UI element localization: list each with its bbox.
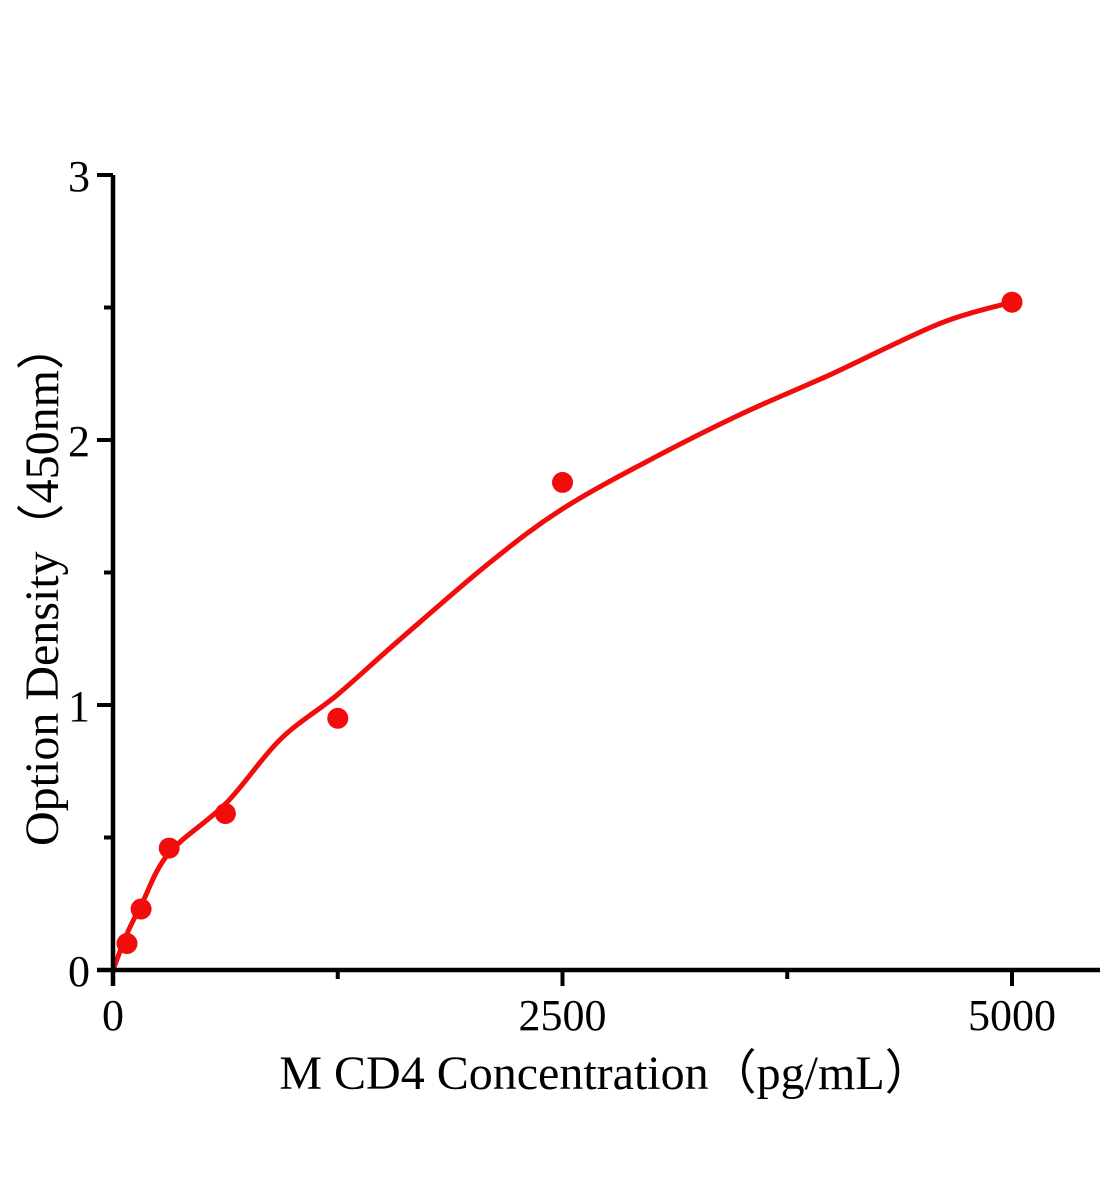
data-point (1001, 291, 1023, 313)
data-point (116, 933, 138, 954)
x-axis-title: M CD4 Concentration（pg/mL） (279, 1047, 932, 1100)
y-tick-label: 2 (68, 417, 90, 466)
data-point (214, 803, 236, 825)
axes-layer (97, 175, 1100, 986)
fit-curve (110, 299, 1015, 973)
y-tick-label: 0 (68, 947, 90, 996)
x-tick-label: 0 (102, 991, 124, 1040)
x-tick-label: 5000 (968, 991, 1056, 1040)
data-point (327, 707, 349, 729)
y-tick-label: 1 (68, 682, 90, 731)
tick-labels-layer: 0 2500 5000 0 1 2 3 (68, 152, 1056, 1040)
data-points-layer (116, 291, 1023, 954)
y-tick-label: 3 (68, 152, 90, 201)
data-point (158, 837, 180, 859)
x-tick-label: 2500 (519, 991, 607, 1040)
data-point (130, 898, 152, 920)
fit-curve-layer (110, 299, 1015, 973)
y-axis-title: Option Density（450nm） (16, 322, 69, 846)
data-point (552, 471, 573, 493)
ticks-layer (97, 173, 1014, 986)
